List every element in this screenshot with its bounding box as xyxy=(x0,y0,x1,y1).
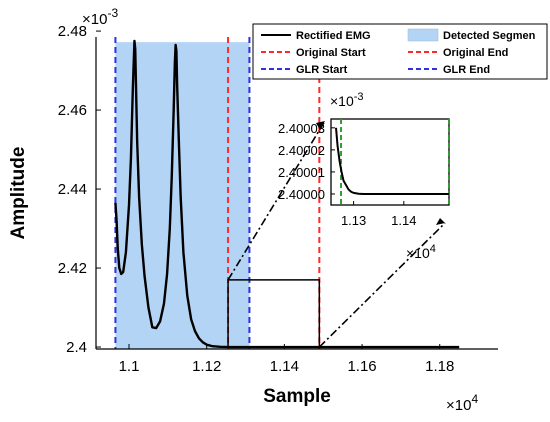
legend-label: Original End xyxy=(443,47,508,59)
y-tick-label: 2.44 xyxy=(58,181,87,198)
inset-x-tick-label: 1.14 xyxy=(391,213,416,228)
inset-y-tick-label: 2.40001 xyxy=(278,165,325,180)
zoom-box xyxy=(227,279,321,348)
y-axis-multiplier-exponent: -3 xyxy=(107,6,118,20)
x-tick-label: 1.16 xyxy=(347,358,376,375)
x-tick-label: 1.1 xyxy=(119,358,140,375)
x-tick-label: 1.14 xyxy=(270,358,299,375)
inset-frame xyxy=(330,118,450,206)
inset-x-multiplier-base: ×10 xyxy=(406,245,430,261)
legend-label: Detected Segmen xyxy=(443,30,536,42)
x-axis-multiplier: ×104 xyxy=(446,392,478,414)
inset-y-tick-label: 2.40000 xyxy=(278,187,325,202)
x-tick-label: 1.12 xyxy=(192,358,221,375)
inset-y-tick-label: 2.40003 xyxy=(278,121,325,136)
inset-x-multiplier-exponent: 4 xyxy=(430,243,436,255)
legend: Rectified EMG Detected Segmen Original Sta… xyxy=(252,23,548,80)
legend-box xyxy=(252,23,548,80)
inset-x-tick-label: 1.13 xyxy=(341,213,366,228)
y-axis-multiplier: ×10-3 xyxy=(82,6,118,28)
main-plot: 1.1 1.12 1.14 1.16 1.18 2.4 2.42 2.44 2.46 2.48 Sa… xyxy=(8,6,498,414)
x-axis-label: Sample xyxy=(263,386,331,407)
y-axis-label: Amplitude xyxy=(8,147,29,240)
y-tick-label: 2.46 xyxy=(58,102,87,119)
x-axis-multiplier-exponent: 4 xyxy=(471,392,478,406)
y-tick-label: 2.4 xyxy=(66,339,87,356)
zoom-connector-lower xyxy=(318,222,446,348)
zoom-connector-upper xyxy=(227,120,326,281)
inset-y-multiplier-base: ×10 xyxy=(330,93,354,109)
zoom-arrowhead-upper xyxy=(316,121,325,130)
legend-label: Rectified EMG xyxy=(296,30,371,42)
inset-emg-line xyxy=(335,127,449,195)
x-axis-multiplier-base: ×10 xyxy=(446,397,471,414)
x-tick-label: 1.18 xyxy=(425,358,454,375)
legend-label: GLR End xyxy=(443,64,490,76)
inset-y-multiplier-exponent: -3 xyxy=(354,91,364,103)
rectified-emg-line xyxy=(114,39,460,349)
y-tick-label: 2.42 xyxy=(58,260,87,277)
y-axis-multiplier-base: ×10 xyxy=(82,11,107,28)
inset-y-multiplier: ×10-3 xyxy=(330,91,364,109)
legend-swatch-segment xyxy=(407,28,439,42)
inset-x-multiplier: ×104 xyxy=(406,243,436,261)
zoom-arrowhead-lower xyxy=(436,218,445,225)
inset-plot: 1.13 1.142.400002.400012.400022.40003×10-… xyxy=(227,91,450,348)
legend-label: GLR Start xyxy=(296,64,348,76)
y-tick-label: 2.48 xyxy=(58,23,87,40)
legend-label: Original Start xyxy=(296,47,366,59)
inset-y-tick-label: 2.40002 xyxy=(278,143,325,158)
